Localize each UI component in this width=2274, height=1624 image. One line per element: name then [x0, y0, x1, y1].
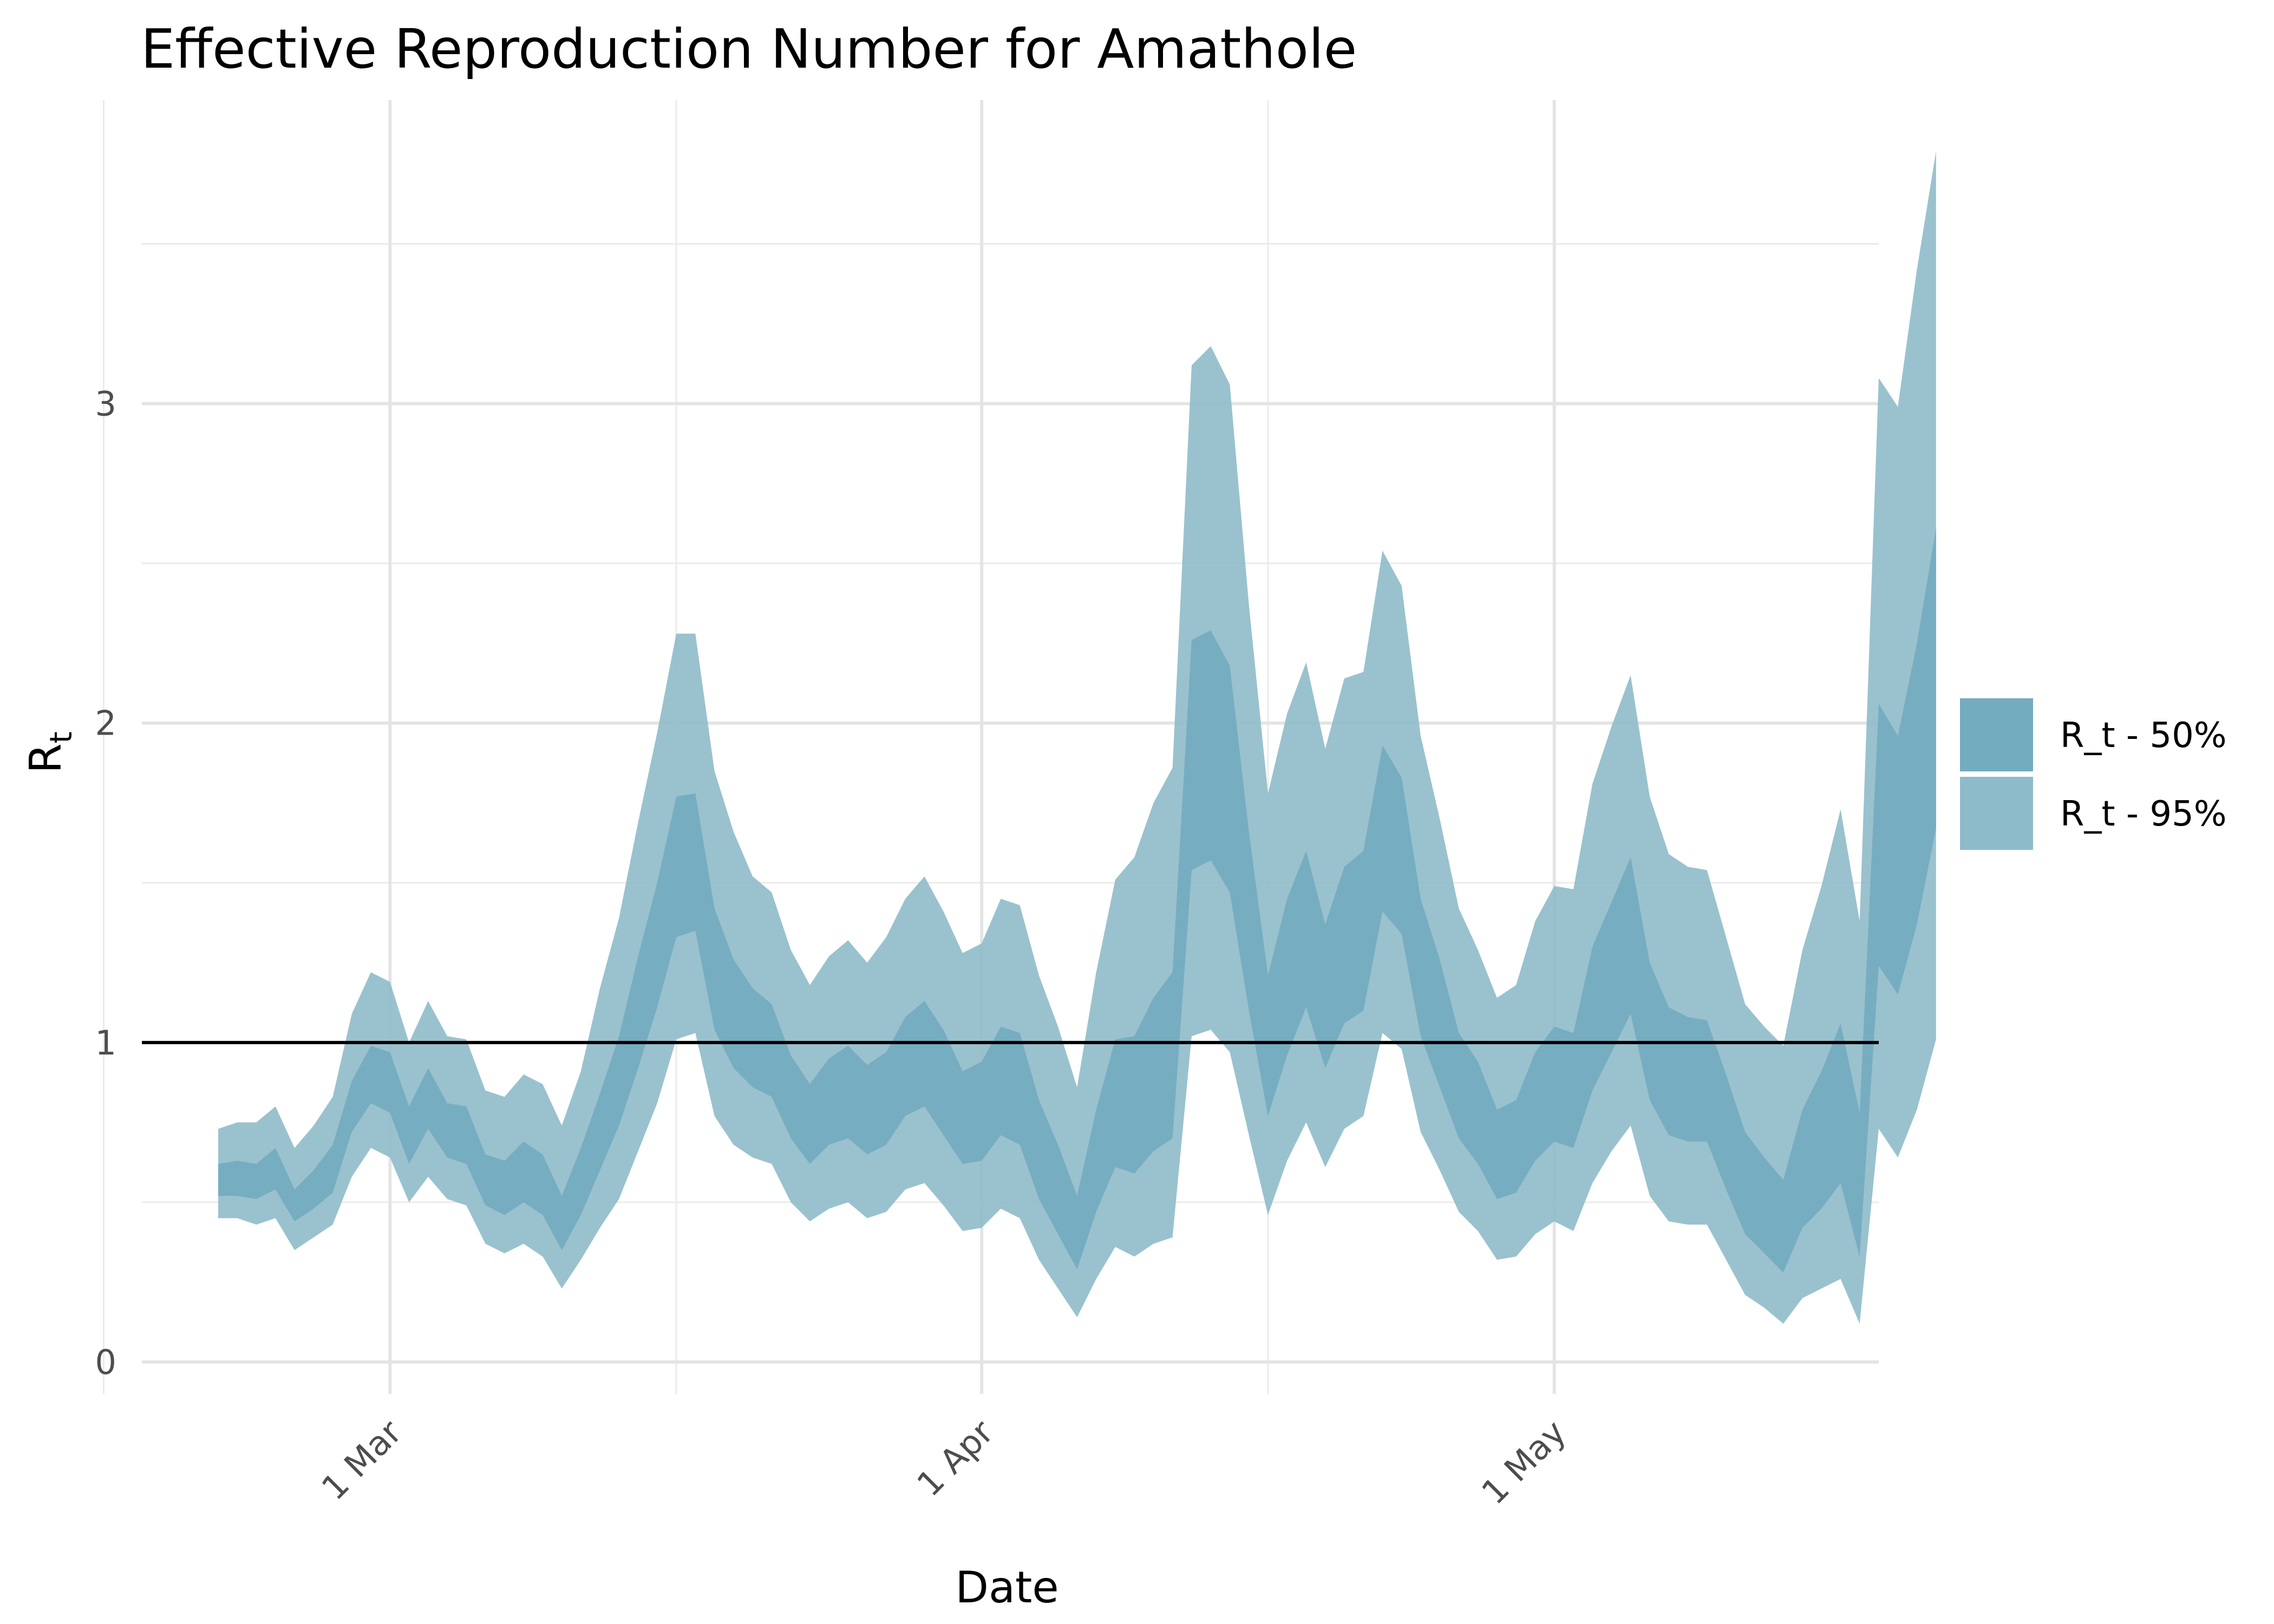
y-tick-label: 2: [95, 704, 116, 743]
data-bands: [218, 151, 1936, 1324]
y-tick-label: 1: [95, 1023, 116, 1063]
chart-title: Effective Reproduction Number for Amatho…: [141, 17, 1357, 81]
x-tick-label: 1 Apr: [909, 1412, 1001, 1504]
y-axis: 0 1 2 3: [95, 384, 116, 1382]
x-axis-title: Date: [955, 1562, 1058, 1613]
x-axis: 1 Mar 1 Apr 1 May: [314, 1412, 1574, 1512]
y-axis-title: Rt: [21, 731, 79, 774]
legend-label: R_t - 50%: [2060, 716, 2227, 756]
y-tick-label: 3: [95, 384, 116, 424]
y-axis-title-subscript: t: [44, 731, 79, 743]
legend: R_t - 50% R_t - 95%: [1960, 698, 2227, 850]
y-axis-title-main: R: [21, 743, 71, 774]
legend-swatch: [1960, 698, 2033, 771]
legend-label: R_t - 95%: [2060, 794, 2227, 834]
x-tick-label: 1 May: [1474, 1412, 1573, 1512]
x-tick-label: 1 Mar: [314, 1412, 410, 1508]
band-r-t-50-: [218, 528, 1936, 1273]
y-tick-label: 0: [95, 1343, 116, 1382]
legend-swatch: [1960, 777, 2033, 850]
